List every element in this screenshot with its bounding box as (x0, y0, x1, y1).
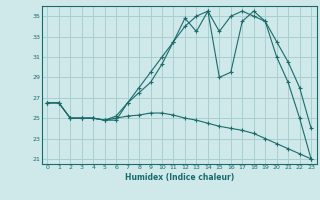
X-axis label: Humidex (Indice chaleur): Humidex (Indice chaleur) (124, 173, 234, 182)
